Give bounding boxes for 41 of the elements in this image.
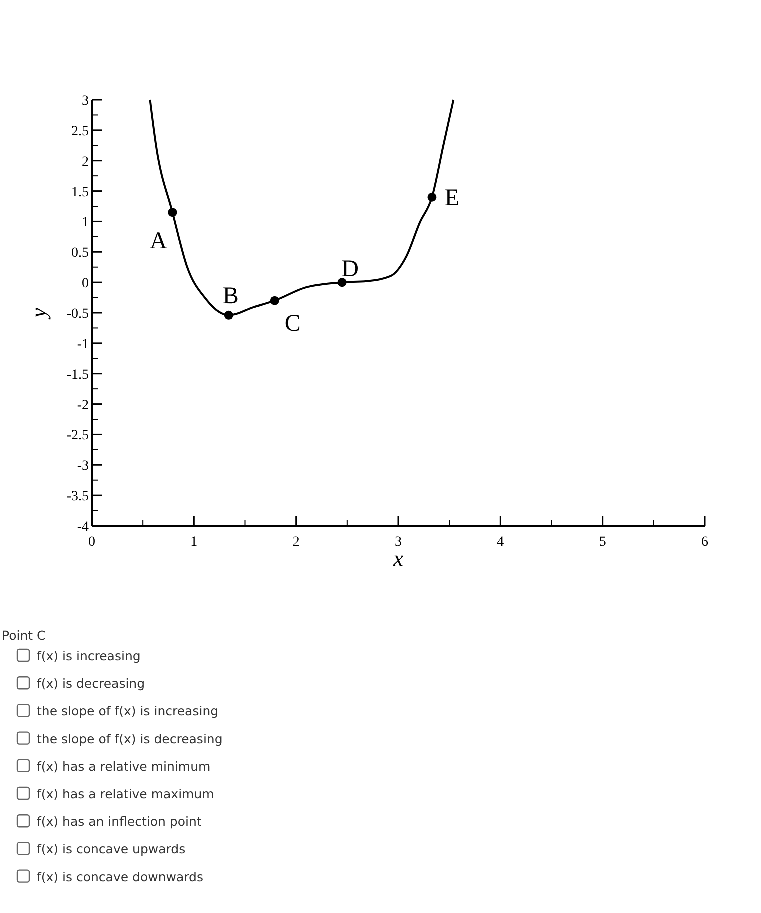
x-tick-label: 1 bbox=[190, 535, 198, 550]
annotation: B bbox=[222, 283, 239, 310]
text: f(x) is increasing bbox=[37, 648, 141, 664]
x-tick-label: 6 bbox=[702, 535, 708, 550]
x-tick-label: 5 bbox=[599, 535, 606, 550]
point bbox=[270, 296, 280, 306]
y-tick-label: -2.5 bbox=[66, 428, 89, 444]
point bbox=[338, 278, 347, 288]
text: f(x) has a relative maximum bbox=[37, 786, 214, 802]
y-tick-label: -3.5 bbox=[66, 490, 89, 505]
y-tick-label: 2 bbox=[82, 154, 89, 170]
text: f(x) is concave downwards bbox=[37, 869, 204, 884]
text: the slope of f(x) is increasing bbox=[37, 704, 219, 719]
y-tick-label: 1 bbox=[82, 216, 89, 231]
y-tick-label: 2.5 bbox=[72, 124, 89, 140]
annotation: C bbox=[284, 310, 301, 337]
annotation: D bbox=[342, 256, 359, 283]
x-tick-label: 2 bbox=[292, 535, 300, 550]
y-tick-label: -1 bbox=[77, 337, 89, 352]
y-tick-label: 1.5 bbox=[72, 185, 89, 200]
y-tick-label: -1.5 bbox=[66, 368, 89, 383]
y-tick-label: -4 bbox=[77, 520, 89, 535]
text: f(x) is concave upwards bbox=[37, 842, 186, 857]
y-tick-label: -3 bbox=[77, 459, 89, 474]
point bbox=[224, 310, 234, 320]
text: f(x) has a relative minimum bbox=[37, 758, 211, 774]
text: f(x) has an inflection point bbox=[37, 814, 202, 830]
y-tick-label: -0.5 bbox=[66, 307, 89, 322]
annotation: E bbox=[444, 185, 460, 212]
y-axis-title: y bbox=[26, 308, 51, 320]
text: the slope of f(x) is decreasing bbox=[37, 731, 223, 746]
annotation: A bbox=[150, 228, 168, 255]
text: Point C bbox=[2, 628, 46, 643]
y-tick-label: 0 bbox=[82, 276, 89, 292]
x-tick-label: 4 bbox=[497, 535, 504, 550]
text: f(x) is decreasing bbox=[37, 676, 146, 692]
point bbox=[168, 208, 178, 218]
y-tick-label: 0.5 bbox=[72, 246, 89, 262]
y-tick-label: 3 bbox=[82, 94, 89, 109]
y-tick-label: -2 bbox=[77, 398, 89, 414]
point bbox=[428, 192, 437, 202]
